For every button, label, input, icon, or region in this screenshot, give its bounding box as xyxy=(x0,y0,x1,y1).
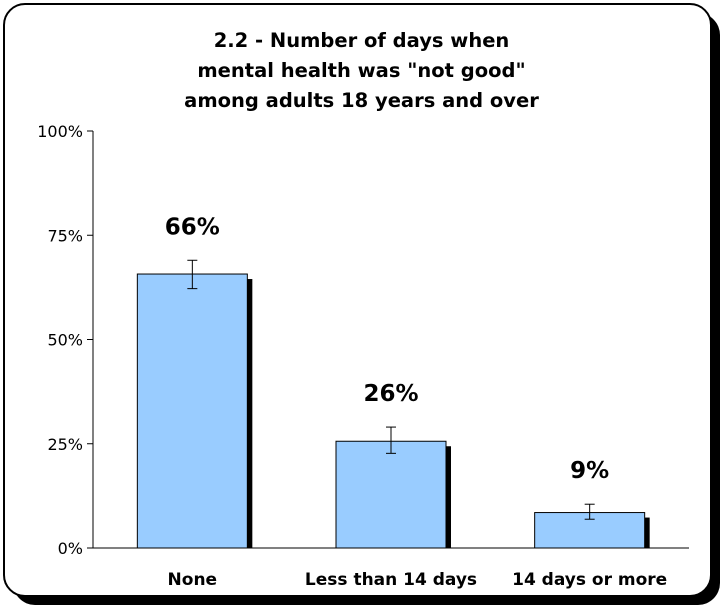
y-tick-label: 0% xyxy=(58,539,83,558)
chart-title-line-1: 2.2 - Number of days when xyxy=(213,29,510,52)
chart-title: 2.2 - Number of days when mental health … xyxy=(0,26,723,116)
category-label: None xyxy=(168,570,218,590)
data-label: 26% xyxy=(363,381,418,407)
data-label: 9% xyxy=(570,458,609,484)
chart-title-line-3: among adults 18 years and over xyxy=(184,89,539,112)
category-label: 14 days or more xyxy=(512,570,667,590)
y-tick-label: 25% xyxy=(47,435,83,454)
category-label: Less than 14 days xyxy=(305,570,477,590)
data-label: 66% xyxy=(165,214,220,240)
y-tick-label: 75% xyxy=(47,226,83,245)
y-tick-label: 50% xyxy=(47,331,83,350)
chart-title-line-2: mental health was "not good" xyxy=(197,59,526,82)
bar xyxy=(335,440,447,549)
bar xyxy=(136,273,248,549)
y-tick-label: 100% xyxy=(37,122,83,141)
